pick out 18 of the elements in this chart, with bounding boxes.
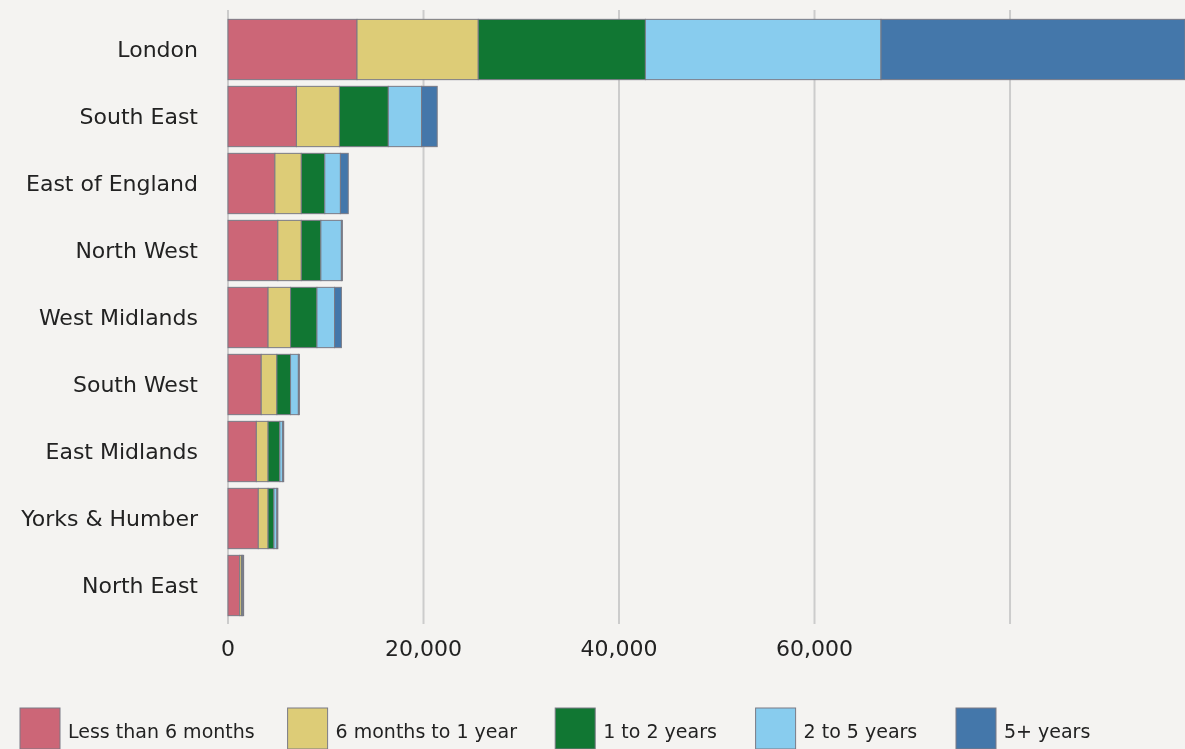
legend-label: 5+ years: [1004, 720, 1091, 742]
legend-label: Less than 6 months: [68, 720, 255, 742]
x-tick-label: 60,000: [776, 636, 854, 661]
y-tick-label: West Midlands: [38, 305, 198, 331]
y-tick-label: East Midlands: [45, 439, 198, 465]
y-tick-label: South West: [72, 372, 199, 398]
legend-label: 2 to 5 years: [803, 720, 918, 742]
x-tick-label: 40,000: [580, 636, 658, 661]
y-tick-label: South East: [79, 104, 199, 130]
y-tick-label: North East: [82, 573, 199, 599]
y-tick-label: North West: [75, 238, 199, 264]
y-tick-label: London: [117, 37, 198, 63]
y-tick-label: Yorks & Humber: [20, 506, 199, 532]
legend-label: 1 to 2 years: [603, 720, 717, 742]
legend-label: 6 months to 1 year: [335, 720, 518, 742]
y-tick-label: East of England: [26, 171, 198, 197]
x-tick-label: 20,000: [385, 636, 462, 661]
x-tick-label: 0: [221, 636, 235, 661]
